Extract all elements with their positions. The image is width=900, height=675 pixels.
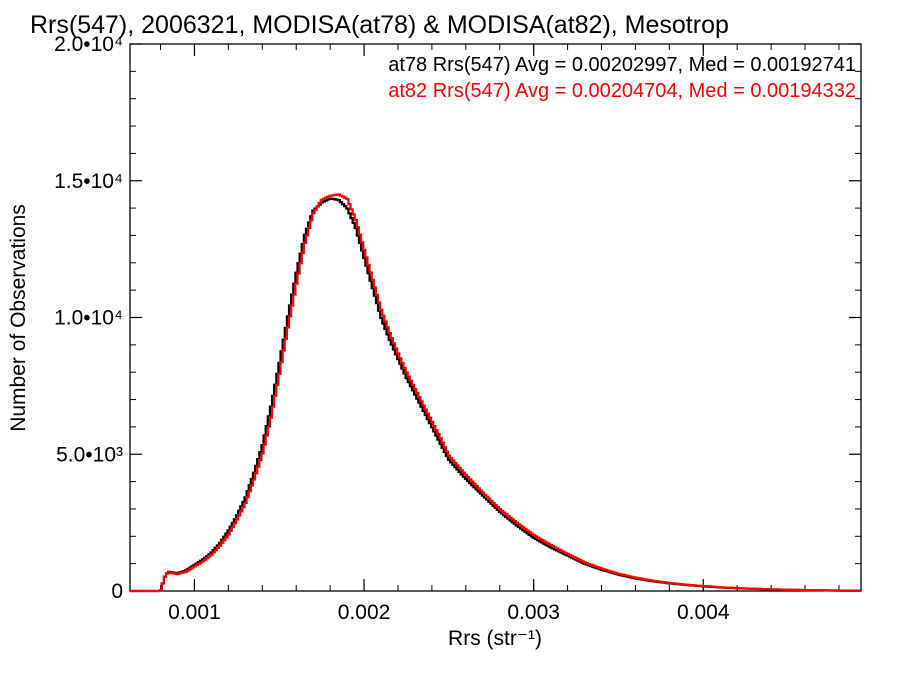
y-tick-label: 1.0•10⁴ (54, 307, 123, 330)
x-axis-label: Rrs (str⁻¹) (448, 627, 542, 650)
axis-ticks (130, 43, 861, 592)
legend-entry-at78: at78 Rrs(547) Avg = 0.00202997, Med = 0.… (388, 54, 856, 76)
y-tick-label: 0 (111, 580, 123, 603)
y-tick-label: 2.0•10⁴ (54, 33, 123, 56)
chart-title: Rrs(547), 2006321, MODISA(at78) & MODISA… (30, 11, 729, 39)
legend: at78 Rrs(547) Avg = 0.00202997, Med = 0.… (388, 54, 856, 102)
x-tick-label: 0.004 (677, 601, 730, 624)
series-layer (130, 193, 861, 593)
y-axis-tick-labels: 0 5.0•10³ 1.0•10⁴ 1.5•10⁴ 2.0•10⁴ (54, 33, 123, 603)
y-tick-label: 5.0•10³ (56, 443, 123, 466)
x-tick-label: 0.003 (507, 601, 560, 624)
x-tick-label: 0.001 (168, 601, 221, 624)
x-axis-tick-labels: 0.001 0.002 0.003 0.004 (168, 601, 730, 624)
series-line-at78 (130, 197, 861, 593)
y-tick-label: 1.5•10⁴ (54, 170, 123, 193)
y-axis-label: Number of Observations (7, 204, 30, 432)
x-tick-label: 0.002 (338, 601, 391, 624)
legend-entry-at82: at82 Rrs(547) Avg = 0.00204704, Med = 0.… (388, 80, 856, 102)
series-line-at82 (130, 193, 861, 593)
